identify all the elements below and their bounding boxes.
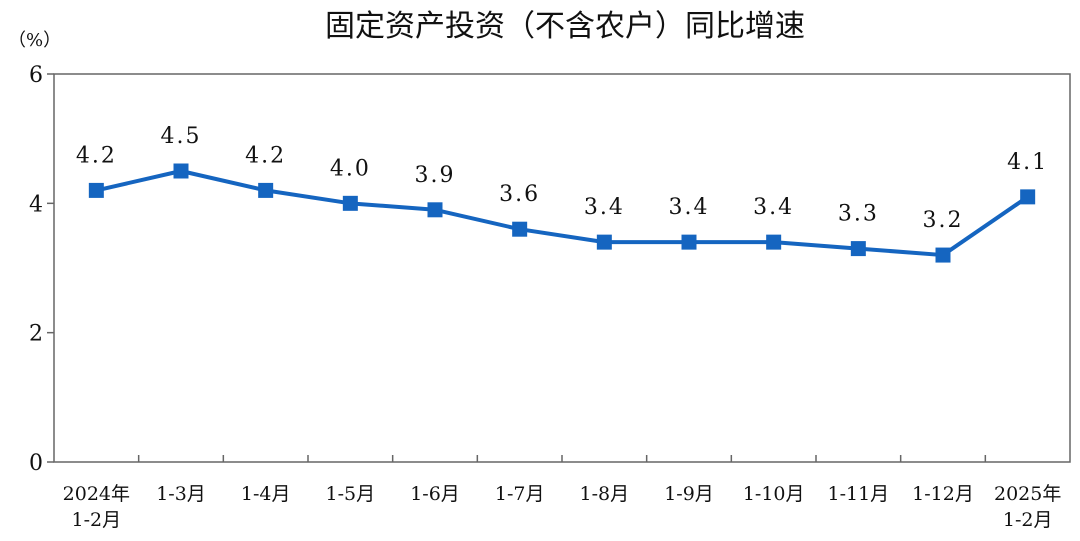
data-label: 3.4: [753, 195, 794, 220]
data-point-marker: [850, 241, 866, 257]
data-label: 4.1: [1007, 150, 1048, 175]
data-label: 3.2: [923, 208, 964, 233]
x-tick-label-line: 1-5月: [326, 483, 376, 505]
data-point-marker: [427, 202, 443, 218]
x-tick-label: 1-7月: [495, 483, 545, 505]
x-tick-label: 1-5月: [326, 483, 376, 505]
data-label: 4.2: [76, 143, 117, 168]
x-tick-label-line: 1-11月: [827, 483, 889, 505]
data-point-marker: [935, 247, 951, 263]
x-tick-label-line: 1-7月: [495, 483, 545, 505]
y-unit-label: （%）: [8, 30, 61, 51]
x-tick-label-line: 1-2月: [1003, 509, 1053, 531]
data-point-marker: [88, 182, 104, 198]
plot-frame: [53, 73, 1071, 463]
chart-title: 固定资产投资（不含农户）同比增速: [325, 9, 805, 44]
data-label: 4.5: [161, 124, 202, 149]
y-axis: 0 2 4 6: [29, 63, 54, 476]
x-tick-label: 1-8月: [580, 483, 630, 505]
y-tick-label: 6: [29, 63, 43, 88]
x-axis: 2024年 1-2月 1-3月 1-4月 1-5月 1-6月 1-7月 1-8月 1-9月 1-1…: [63, 455, 1061, 531]
x-tick-label-line: 2024年: [63, 483, 130, 505]
y-tick-label: 4: [29, 192, 43, 217]
x-tick-label: 1-12月: [912, 483, 974, 505]
x-tick-label-line: 1-6月: [410, 483, 460, 505]
x-tick-label-line: 1-9月: [664, 483, 714, 505]
x-tick-label-line: 2025年: [994, 483, 1061, 505]
y-tick-label: 0: [29, 451, 43, 476]
data-point-marker: [342, 195, 358, 211]
data-label: 3.6: [499, 182, 540, 207]
x-tick-label-line: 1-2月: [72, 509, 122, 531]
x-tick-label: 1-11月: [827, 483, 889, 505]
x-tick-label-line: 1-12月: [912, 483, 974, 505]
data-label: 4.2: [245, 143, 286, 168]
x-tick-label: 1-4月: [241, 483, 291, 505]
data-point-marker: [596, 234, 612, 250]
x-tick-label-line: 1-3月: [156, 483, 206, 505]
data-label: 3.9: [415, 163, 456, 188]
data-point-marker: [258, 182, 274, 198]
data-point-marker: [681, 234, 697, 250]
x-tick-label: 2025年 1-2月: [994, 483, 1061, 531]
x-tick-label-line: 1-8月: [580, 483, 630, 505]
data-label: 3.4: [669, 195, 710, 220]
data-point-marker: [766, 234, 782, 250]
data-label: 4.0: [330, 156, 371, 181]
x-tick-label-line: 1-4月: [241, 483, 291, 505]
x-tick-label-line: 1-10月: [743, 483, 805, 505]
x-tick-label: 1-6月: [410, 483, 460, 505]
data-point-marker: [173, 163, 189, 179]
x-tick-label: 1-9月: [664, 483, 714, 505]
x-tick-label: 1-10月: [743, 483, 805, 505]
y-tick-label: 2: [29, 322, 43, 347]
data-label: 3.4: [584, 195, 625, 220]
series-line: [95, 169, 1029, 258]
data-label: 3.3: [838, 202, 879, 227]
x-tick-label: 1-3月: [156, 483, 206, 505]
x-tick-label: 2024年 1-2月: [63, 483, 130, 531]
data-point-marker: [1020, 189, 1036, 205]
data-point-marker: [512, 221, 528, 237]
series-layer: 4.2 4.5 4.2 4.0 3.9 3.6 3.4 3.4 3.4 3.3 3.2 4.1: [76, 124, 1048, 263]
